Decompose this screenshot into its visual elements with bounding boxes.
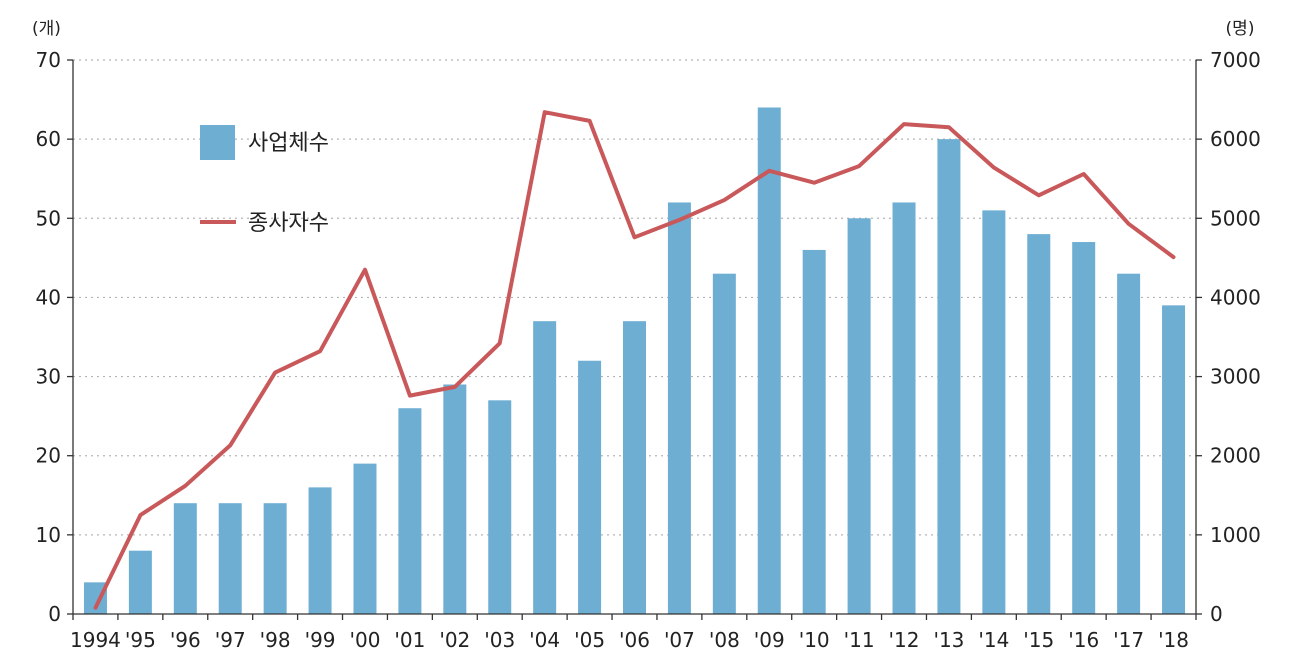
bar	[982, 210, 1006, 614]
bar	[488, 400, 512, 614]
bar	[173, 503, 197, 614]
x-axis-tick-label: '13	[933, 628, 964, 652]
right-axis-tick-label: 0	[1210, 602, 1223, 626]
legend-bar-swatch	[200, 125, 235, 160]
bar	[1072, 242, 1096, 614]
bar	[1117, 273, 1141, 614]
right-axis-tick-label: 4000	[1210, 285, 1261, 309]
left-axis-tick-label: 60	[36, 127, 61, 151]
grid	[73, 59, 1196, 536]
bar	[847, 218, 871, 615]
bar	[1162, 305, 1186, 614]
bar	[218, 503, 242, 614]
left-axis-tick-label: 20	[36, 444, 61, 468]
x-axis-tick-label: '97	[215, 628, 246, 652]
left-axis-tick-label: 70	[36, 48, 61, 72]
bar	[263, 503, 287, 614]
x-axis-tick-label: '02	[439, 628, 470, 652]
bar	[757, 107, 781, 614]
line-series	[93, 110, 1176, 610]
left-axis-tick-label: 10	[36, 523, 61, 547]
right-axis-tick-label: 6000	[1210, 127, 1261, 151]
x-axis-tick-label: '08	[709, 628, 740, 652]
x-axis-tick-label: '98	[260, 628, 291, 652]
bar	[443, 384, 467, 614]
series-line	[93, 110, 1176, 610]
bar	[802, 249, 826, 614]
x-axis-tick-label: '14	[978, 628, 1009, 652]
bar	[937, 139, 961, 614]
x-axis-tick-label: '18	[1158, 628, 1189, 652]
x-axis-tick-label: '09	[754, 628, 785, 652]
bar-series	[83, 107, 1186, 615]
bar	[667, 202, 691, 614]
x-axis-tick-label: '01	[394, 628, 425, 652]
axes: 0 10 20 30 40 50 60 70 0 1000 2000 3000 4000 5000 6000…	[36, 48, 1261, 652]
legend-bar-label: 사업체수	[248, 131, 329, 156]
bar	[128, 550, 152, 614]
x-axis-tick-label: '00	[350, 628, 381, 652]
right-axis-unit: (명)	[1226, 19, 1255, 39]
left-axis-tick-label: 40	[36, 285, 61, 309]
bar	[83, 582, 107, 614]
right-axis-tick-label: 3000	[1210, 365, 1261, 389]
x-axis-tick-label: '95	[125, 628, 156, 652]
bar	[398, 408, 422, 614]
x-axis-tick-label: '16	[1068, 628, 1099, 652]
x-axis-tick-label: 1994	[70, 628, 121, 652]
left-axis-unit: (개)	[32, 19, 61, 39]
legend-line-label: 종사자수	[248, 211, 329, 236]
right-axis-tick-label: 7000	[1210, 48, 1261, 72]
left-axis-tick-label: 50	[36, 206, 61, 230]
x-axis-tick-label: '07	[664, 628, 695, 652]
bar	[578, 360, 602, 614]
x-axis-tick-label: '15	[1023, 628, 1054, 652]
bar	[353, 463, 377, 614]
right-axis-tick-label: 2000	[1210, 444, 1261, 468]
x-axis-tick-label: '11	[844, 628, 875, 652]
x-axis-tick-label: '06	[619, 628, 650, 652]
bar	[533, 321, 557, 614]
bar	[892, 202, 916, 614]
x-axis-tick-label: '03	[484, 628, 515, 652]
left-axis-tick-label: 30	[36, 365, 61, 389]
x-axis-tick-label: '12	[889, 628, 920, 652]
bar	[1027, 234, 1051, 614]
legend: 사업체수 종사자수	[200, 125, 329, 236]
left-axis-tick-label: 0	[48, 602, 61, 626]
bar	[712, 273, 736, 614]
bar	[308, 487, 332, 614]
x-axis-tick-label: '05	[574, 628, 605, 652]
x-axis-tick-label: '04	[529, 628, 560, 652]
right-axis-tick-label: 5000	[1210, 206, 1261, 230]
x-axis-tick-label: '96	[170, 628, 201, 652]
x-axis-tick-label: '10	[799, 628, 830, 652]
x-axis-tick-label: '99	[305, 628, 336, 652]
x-axis-tick-label: '17	[1113, 628, 1144, 652]
bar	[623, 321, 646, 614]
right-axis-tick-label: 1000	[1210, 523, 1261, 547]
